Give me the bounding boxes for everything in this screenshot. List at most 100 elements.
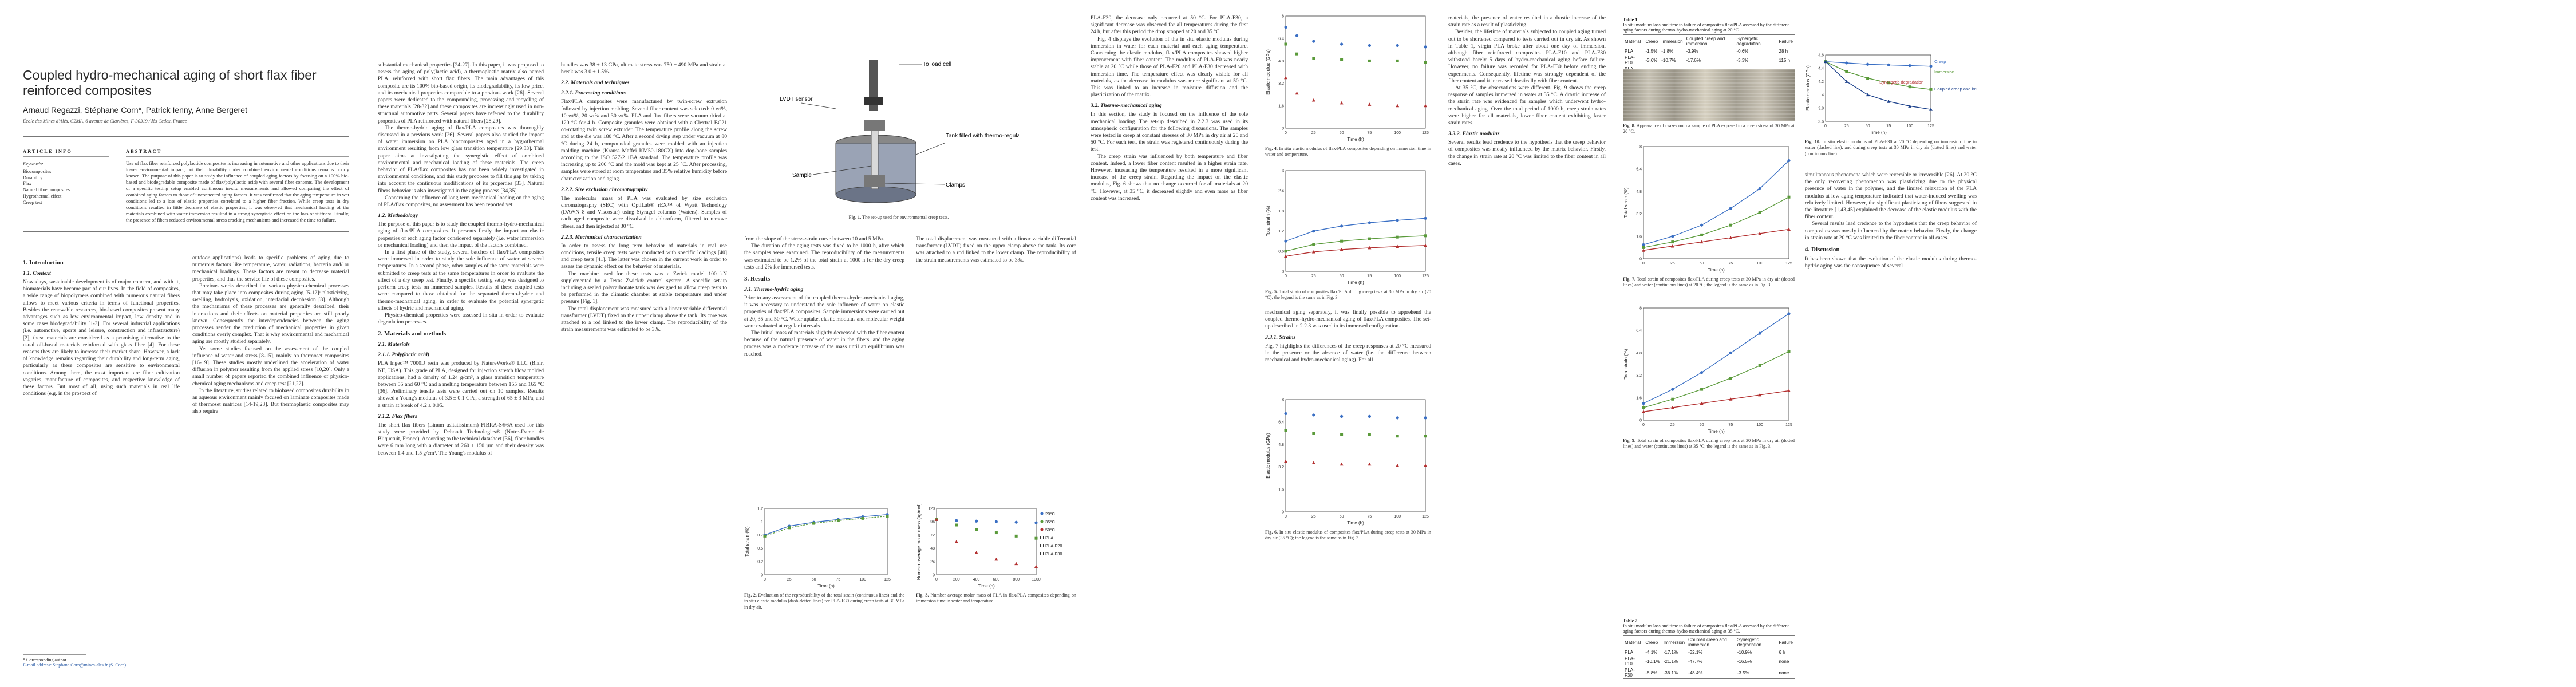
y-tick-label: 72	[930, 534, 935, 538]
legend-label: PLA-F30	[1045, 551, 1062, 556]
y-tick-label: 3.2	[1278, 465, 1284, 469]
paragraph: In the literature, studies related to bi…	[192, 387, 349, 415]
data-point	[1396, 219, 1399, 222]
footnote-email[interactable]: E-mail address: Stephane.Corn@mines-ales…	[23, 662, 127, 668]
plot-area	[1285, 15, 1426, 129]
y-tick-label: 1.6	[1636, 235, 1642, 239]
table-cell: PLA-F10	[1625, 656, 1635, 666]
y-axis-label: Total strain (%)	[745, 526, 750, 557]
y-tick-label: 96	[930, 520, 935, 524]
legend-swatch	[1040, 528, 1044, 531]
data-point	[1642, 410, 1645, 413]
data-point	[1340, 414, 1344, 418]
table-cell: -0.6%	[1736, 49, 1749, 54]
x-tick-label: 25	[1311, 131, 1316, 135]
chart-annotation: Creep	[1934, 59, 1946, 64]
x-tick-label: 0	[764, 578, 766, 582]
x-tick-label: 400	[973, 578, 980, 582]
data-point	[1671, 388, 1674, 391]
chart-annotation: Coupled creep and immersion	[1934, 86, 1977, 92]
paragraph: In this section, the study is focused on…	[1091, 111, 1248, 153]
x-tick-label: 50	[812, 578, 816, 582]
keyword: Biocomposites	[23, 168, 52, 174]
y-tick-label: 1.6	[1278, 104, 1284, 108]
keyword: Durability	[23, 175, 43, 180]
paragraph: The creep strain was influenced by both …	[1091, 153, 1248, 202]
x-tick-label: 100	[1756, 423, 1763, 427]
plot-area	[1285, 170, 1426, 272]
data-point	[1284, 239, 1287, 243]
article-info-heading: ARTICLE INFO	[23, 148, 72, 154]
y-tick-label: 1.2	[757, 507, 763, 511]
figure-1-image: To load cell LVDT sensor Tank filled wit…	[780, 60, 1044, 203]
data-point	[788, 526, 791, 530]
data-point	[1284, 250, 1287, 253]
data-point	[1396, 416, 1399, 420]
y-tick-label: 6.4	[1636, 329, 1642, 333]
legend-label: 50°C	[1045, 527, 1055, 532]
paragraph: Several results lead credence to the hyp…	[1805, 220, 1977, 241]
x-tick-label: 25	[1311, 515, 1316, 519]
keywords-label: Keywords:	[23, 161, 44, 167]
data-point	[1700, 388, 1704, 391]
data-point	[1014, 562, 1018, 566]
label-load-cell: To load cell	[923, 61, 951, 68]
y-tick-label: 0.6	[1278, 250, 1284, 254]
y-tick-label: 8	[1639, 145, 1642, 149]
data-point	[1758, 211, 1761, 214]
figure-3-caption: Fig. 3. Number average molar mass of PLA…	[916, 593, 1076, 604]
series-line	[1643, 390, 1789, 412]
table-cell: PLA-F30	[1623, 667, 1644, 679]
paper-title: Coupled hydro-mechanical aging of short …	[23, 68, 317, 98]
data-point	[1700, 223, 1704, 227]
table-header: Coupled creep and immersion	[1686, 635, 1736, 649]
paragraph: The duration of the aging tests was fixe…	[744, 243, 904, 270]
subsection-heading: 2.2.3. Mechanical characterization	[561, 234, 642, 240]
data-point	[955, 523, 958, 527]
x-tick-label: 25	[787, 578, 792, 582]
y-tick-label: 3.8	[1818, 106, 1824, 110]
keyword: Natural fibre composites	[23, 187, 70, 193]
y-tick-label: 0	[933, 574, 935, 578]
data-point	[1642, 402, 1645, 405]
figure-7-caption: Fig. 7. Total strain of composites flax/…	[1623, 277, 1795, 288]
figure-9: 0 0 25 1.6 50 3.2 75 4.8 100 6.4 125 8 Time (h) Total…	[1623, 303, 1795, 450]
table-cell: -10.1%	[1645, 658, 1660, 664]
table-cell: PLA	[1625, 650, 1634, 655]
series-line	[1825, 61, 1931, 110]
column-7: materials, the presence of water resulte…	[1448, 0, 1606, 687]
x-tick-label: 100	[1756, 262, 1763, 266]
y-tick-label: 1.6	[1636, 396, 1642, 400]
data-point	[1787, 350, 1791, 353]
paragraph: Previous works described the various phy…	[192, 282, 349, 345]
section-heading: 4. Discussion	[1805, 246, 1840, 254]
x-tick-label: 100	[1906, 124, 1913, 128]
table-cell: -10.7%	[1661, 57, 1676, 63]
data-point	[1642, 248, 1645, 252]
data-point	[1729, 397, 1733, 401]
data-point	[1844, 80, 1848, 83]
data-point	[1758, 187, 1761, 191]
data-point	[1368, 59, 1371, 62]
x-tick-label: 800	[1013, 578, 1020, 582]
data-point	[1284, 429, 1287, 432]
y-axis-label: Elastic modulus (GPa)	[1805, 65, 1811, 111]
paragraph: PLA-F30, the decrease only occurred at 5…	[1091, 15, 1248, 35]
data-point	[974, 551, 978, 554]
table-cell: -3.5%	[1735, 667, 1777, 679]
data-point	[1284, 26, 1287, 29]
data-point	[1866, 62, 1870, 66]
data-point	[1929, 108, 1933, 111]
table-cell: -47.7%	[1688, 658, 1703, 664]
subsection-heading: 2.2.2. Size exclusion chromatography	[561, 186, 648, 193]
y-tick-label: 4	[1822, 93, 1824, 97]
data-point	[1700, 240, 1704, 244]
legend-label: 35°C	[1045, 519, 1055, 524]
paragraph: It has been shown that the evolution of …	[1805, 256, 1977, 270]
plot-area	[936, 508, 1037, 575]
y-tick-label: 1.8	[1278, 210, 1284, 214]
data-point	[1424, 104, 1427, 108]
chart-annotation: Synergetic degradation	[1879, 80, 1923, 85]
data-point	[1671, 235, 1674, 238]
data-point	[1284, 254, 1287, 258]
